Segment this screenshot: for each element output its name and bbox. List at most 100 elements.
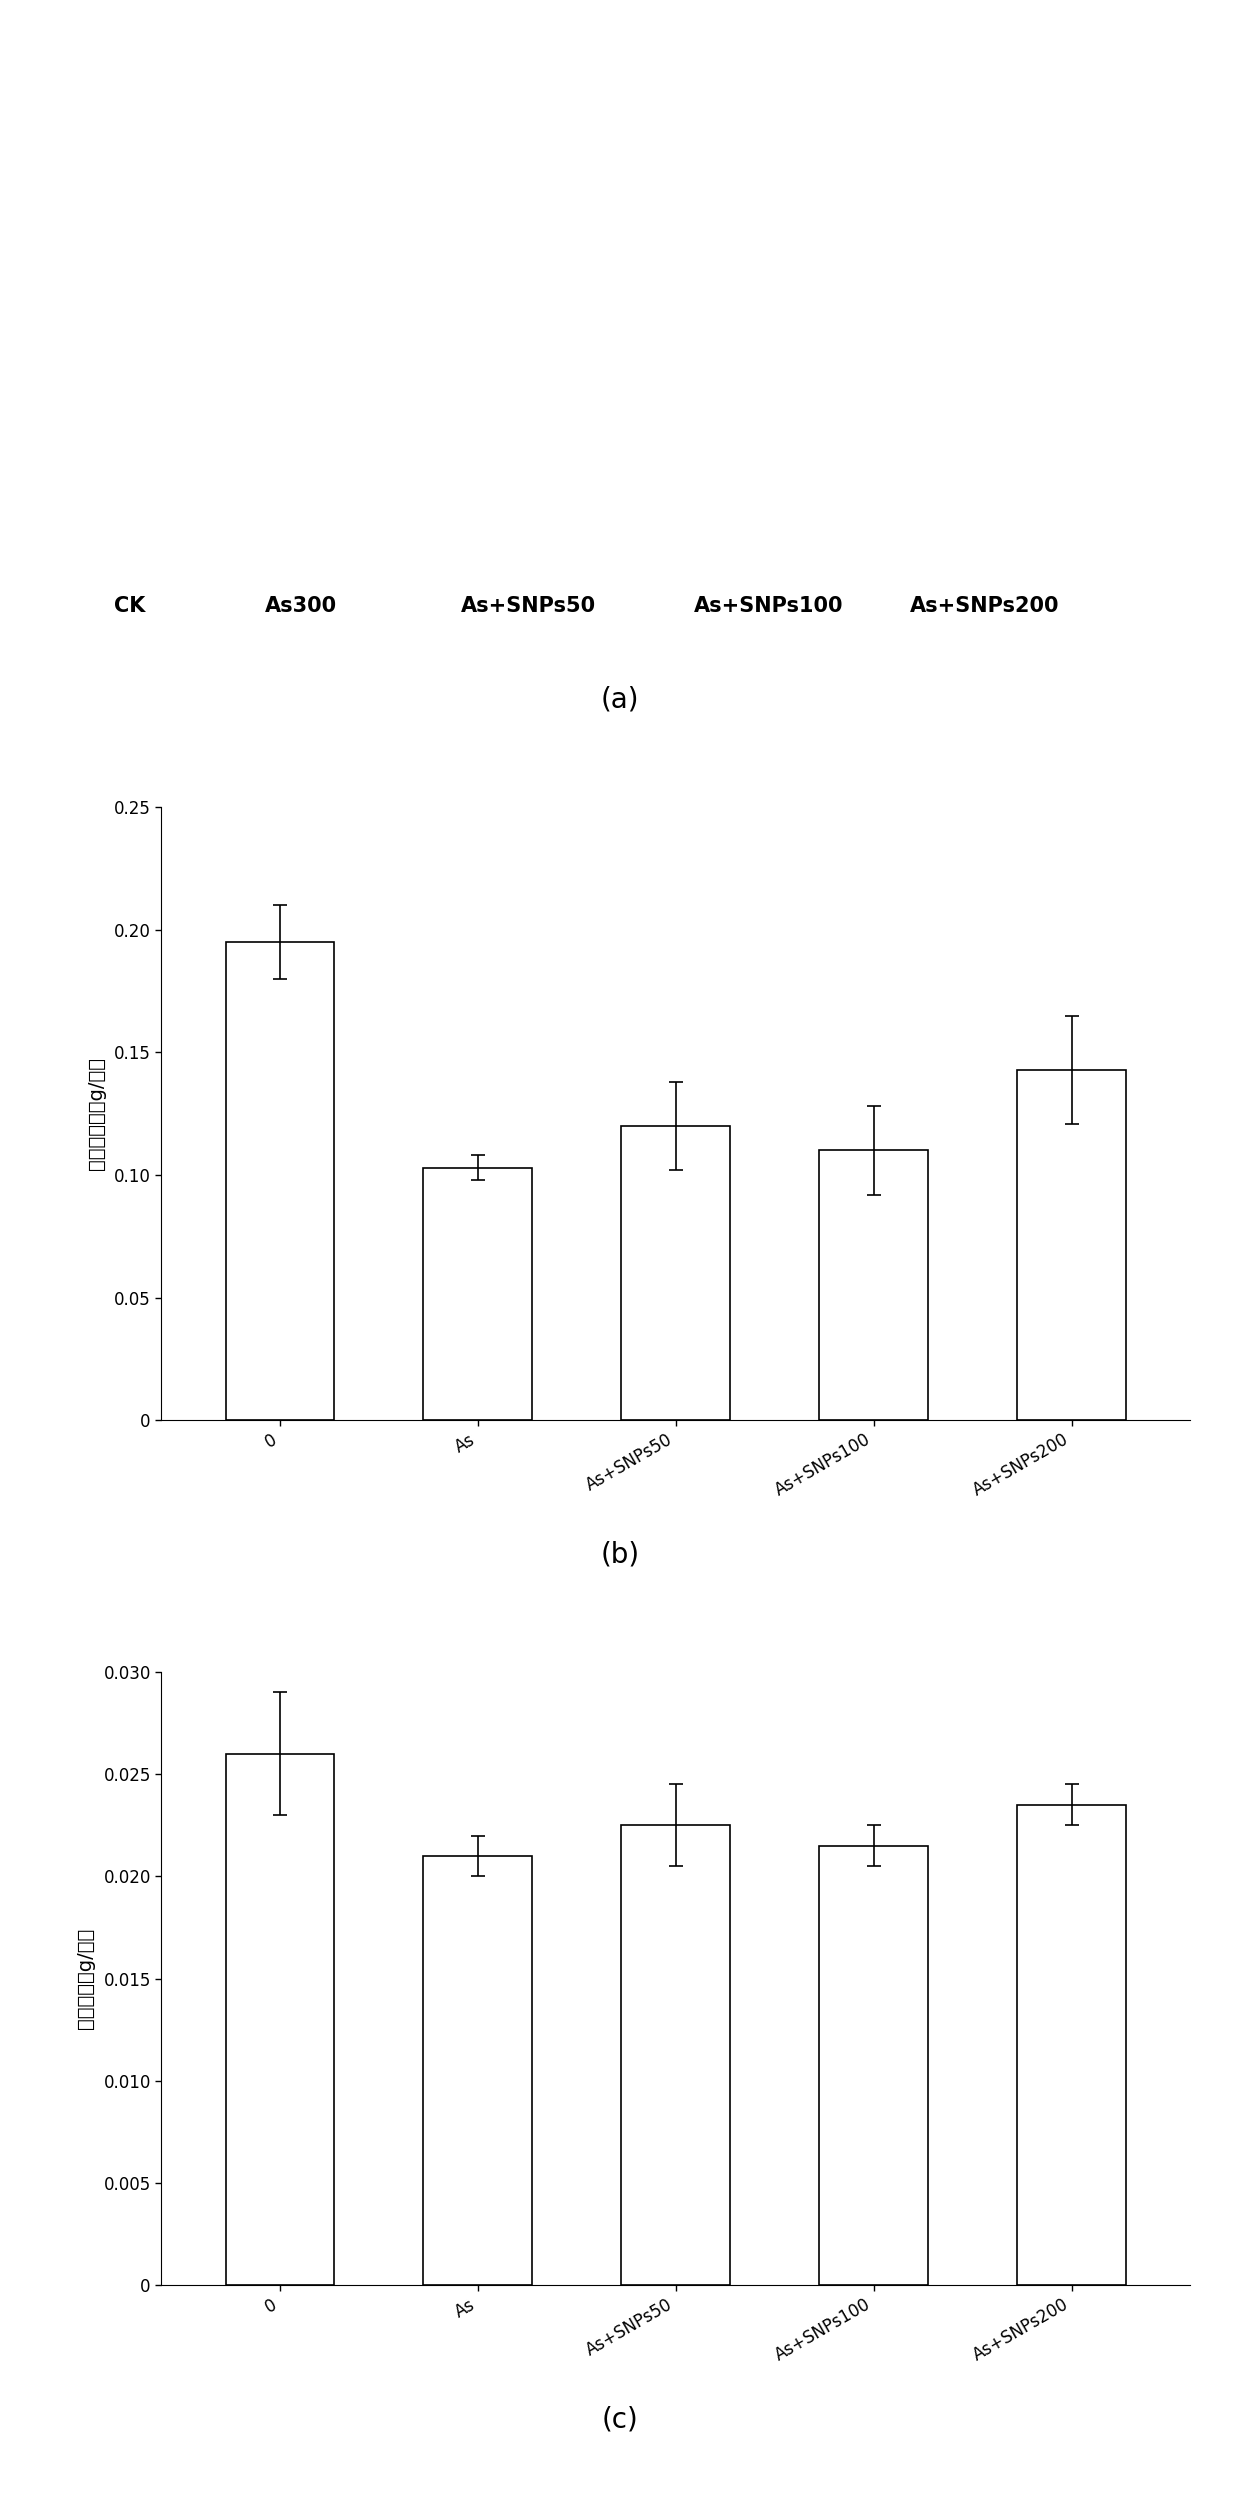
Polygon shape — [1109, 372, 1111, 422]
Polygon shape — [360, 397, 362, 432]
Polygon shape — [549, 384, 552, 397]
Polygon shape — [314, 397, 316, 444]
Ellipse shape — [86, 314, 128, 332]
Polygon shape — [988, 372, 990, 402]
Polygon shape — [620, 384, 622, 429]
Text: (c): (c) — [601, 2405, 639, 2433]
Ellipse shape — [348, 227, 360, 240]
Bar — [820, 1846, 929, 2285]
Ellipse shape — [847, 354, 872, 387]
Polygon shape — [634, 195, 641, 384]
Polygon shape — [113, 359, 115, 379]
Polygon shape — [802, 384, 806, 437]
Ellipse shape — [166, 172, 208, 202]
Bar — [226, 943, 335, 1420]
Ellipse shape — [1034, 284, 1048, 307]
Ellipse shape — [322, 337, 337, 364]
Ellipse shape — [335, 217, 358, 235]
Ellipse shape — [585, 222, 604, 232]
Ellipse shape — [404, 297, 417, 314]
Polygon shape — [169, 359, 174, 407]
Bar — [621, 1125, 730, 1420]
Bar — [226, 1754, 335, 2285]
Ellipse shape — [795, 215, 813, 230]
Ellipse shape — [195, 202, 218, 247]
Polygon shape — [572, 384, 574, 402]
Polygon shape — [216, 359, 219, 417]
Bar — [621, 1826, 730, 2285]
Ellipse shape — [656, 245, 673, 254]
Bar — [1017, 1070, 1126, 1420]
Polygon shape — [312, 397, 316, 442]
Polygon shape — [185, 120, 193, 359]
Polygon shape — [133, 359, 136, 394]
Ellipse shape — [817, 277, 838, 287]
Ellipse shape — [601, 297, 639, 302]
Polygon shape — [88, 120, 97, 359]
Ellipse shape — [175, 152, 197, 172]
Ellipse shape — [836, 205, 873, 225]
Ellipse shape — [73, 200, 112, 227]
Ellipse shape — [970, 197, 980, 212]
Ellipse shape — [531, 250, 546, 264]
Ellipse shape — [182, 185, 208, 200]
Polygon shape — [810, 384, 812, 427]
Ellipse shape — [894, 217, 906, 232]
Polygon shape — [210, 359, 213, 409]
Ellipse shape — [109, 252, 123, 277]
Y-axis label: 根系鲜重（g/株）: 根系鲜重（g/株） — [76, 1929, 95, 2028]
Polygon shape — [1002, 372, 1006, 434]
Polygon shape — [882, 384, 887, 409]
Polygon shape — [660, 384, 663, 442]
Polygon shape — [838, 384, 839, 409]
Ellipse shape — [841, 250, 856, 267]
Polygon shape — [373, 397, 376, 424]
Text: (b): (b) — [600, 1542, 640, 1569]
Polygon shape — [848, 384, 852, 407]
Ellipse shape — [367, 215, 383, 232]
Polygon shape — [1059, 372, 1060, 434]
Polygon shape — [859, 384, 862, 419]
Polygon shape — [316, 397, 320, 429]
Ellipse shape — [172, 77, 188, 97]
Polygon shape — [387, 242, 393, 397]
Text: (a): (a) — [600, 686, 640, 714]
Ellipse shape — [821, 175, 856, 190]
Polygon shape — [1090, 167, 1097, 372]
Polygon shape — [873, 205, 880, 384]
Bar — [1017, 1804, 1126, 2285]
Ellipse shape — [366, 299, 389, 319]
Polygon shape — [136, 120, 145, 359]
Polygon shape — [1035, 372, 1039, 417]
Ellipse shape — [1089, 132, 1107, 150]
Ellipse shape — [866, 302, 884, 322]
Ellipse shape — [792, 289, 807, 322]
Text: As300: As300 — [264, 596, 336, 616]
Ellipse shape — [376, 299, 392, 314]
Ellipse shape — [1039, 202, 1053, 222]
Ellipse shape — [126, 115, 143, 147]
Ellipse shape — [760, 165, 774, 180]
Polygon shape — [588, 384, 591, 437]
Polygon shape — [569, 384, 572, 432]
Polygon shape — [1110, 372, 1114, 422]
Polygon shape — [578, 384, 582, 409]
Ellipse shape — [1092, 319, 1105, 342]
Ellipse shape — [139, 195, 165, 207]
Ellipse shape — [371, 215, 382, 230]
Polygon shape — [355, 242, 361, 397]
Polygon shape — [1050, 167, 1058, 372]
Ellipse shape — [1033, 269, 1058, 289]
Y-axis label: 地上部鲜重（g/株）: 地上部鲜重（g/株） — [87, 1058, 105, 1170]
Polygon shape — [407, 397, 410, 409]
Polygon shape — [377, 397, 378, 414]
Ellipse shape — [1016, 105, 1028, 120]
Ellipse shape — [820, 212, 838, 222]
Bar — [423, 1856, 532, 2285]
Polygon shape — [599, 384, 604, 432]
Polygon shape — [1074, 372, 1076, 422]
Polygon shape — [322, 397, 324, 409]
Polygon shape — [1006, 372, 1009, 414]
Polygon shape — [594, 195, 601, 384]
Polygon shape — [343, 397, 346, 444]
